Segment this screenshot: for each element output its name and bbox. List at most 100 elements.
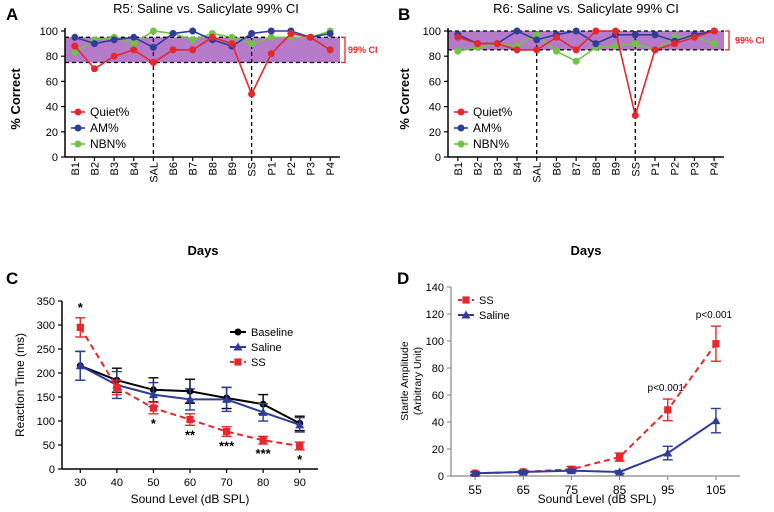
x-tick-label: B8 — [207, 162, 219, 175]
y-tick-label: 0 — [435, 152, 441, 164]
series-line-saline — [475, 419, 717, 475]
data-point-am — [189, 27, 197, 35]
x-tick-label: P4 — [325, 162, 337, 175]
data-point-saline — [615, 467, 625, 476]
x-tick-label: P1 — [650, 162, 662, 175]
y-tick-label: 150 — [37, 392, 55, 404]
data-point-quiet — [189, 46, 197, 54]
legend-label: Quiet% — [90, 105, 130, 119]
y-tick-label: 250 — [37, 344, 55, 356]
data-point-quiet — [248, 90, 256, 98]
data-point-saline — [295, 420, 305, 429]
y-tick-label: 140 — [426, 282, 444, 294]
legend-marker — [457, 140, 465, 148]
data-point-ss — [259, 436, 267, 444]
x-tick-label: 50 — [147, 477, 159, 489]
y-tick-label: 80 — [46, 51, 58, 63]
y-tick-label: 0 — [52, 152, 58, 164]
x-tick-label: B2 — [89, 162, 101, 175]
y-tick-label: 100 — [40, 26, 58, 38]
panel-letter: D — [397, 269, 409, 288]
data-point-am — [513, 27, 521, 35]
data-point-quiet — [631, 111, 639, 119]
data-point-quiet — [130, 46, 138, 54]
x-tick-label: B6 — [168, 162, 180, 175]
p-value-annotation: p<0.001 — [696, 310, 733, 321]
data-point-nbn — [130, 40, 138, 48]
x-tick-label: P3 — [689, 162, 701, 175]
data-point-nbn — [71, 48, 79, 56]
legend-marker — [234, 358, 242, 366]
data-point-quiet — [307, 33, 315, 41]
data-point-saline — [518, 467, 528, 476]
x-tick-label: B4 — [512, 162, 524, 175]
x-tick-label: 95 — [661, 483, 675, 497]
y-axis-label: % Correct — [8, 68, 23, 130]
data-point-quiet — [612, 27, 620, 35]
data-point-quiet — [533, 46, 541, 54]
data-point-quiet — [671, 40, 679, 48]
data-point-nbn — [248, 40, 256, 48]
data-point-quiet — [651, 46, 659, 54]
series-line-ss — [475, 343, 717, 475]
legend-label: NBN% — [473, 137, 509, 151]
data-point-ss — [222, 427, 231, 436]
y-axis-label: Reaction Time (ms) — [13, 333, 27, 437]
data-point-nbn — [710, 40, 718, 48]
data-point-ss — [76, 323, 84, 331]
x-tick-label: 75 — [565, 483, 579, 497]
data-point-am — [110, 36, 118, 44]
x-tick-label: 30 — [74, 477, 86, 489]
data-point-ss — [186, 415, 194, 424]
panel-b: B R6: Saline vs. Salicylate 99% CI 99% CI 0… — [397, 1, 765, 258]
x-tick-label: P3 — [306, 162, 318, 175]
data-point-quiet — [513, 46, 521, 54]
y-tick-label: 40 — [46, 102, 58, 114]
data-point-quiet — [493, 40, 501, 48]
data-point-quiet — [454, 33, 462, 41]
x-tick-label: SAL — [532, 162, 544, 183]
data-point-quiet — [690, 33, 698, 41]
legend-marker — [462, 296, 470, 304]
panel-letter: A — [6, 5, 18, 24]
data-point-am — [130, 33, 138, 41]
x-tick-label: 85 — [613, 483, 627, 497]
data-point-quiet — [149, 59, 157, 66]
data-point-quiet — [287, 30, 295, 38]
x-tick-label: B1 — [453, 162, 465, 175]
p-value-annotation: p<0.001 — [648, 383, 685, 394]
data-point-ss — [664, 406, 672, 414]
data-point-nbn — [189, 36, 197, 44]
chart-title: R5: Saline vs. Salicylate 99% CI — [113, 1, 299, 16]
x-tick-label: 80 — [257, 477, 269, 489]
y-tick-label: 200 — [37, 368, 55, 380]
data-point-am — [572, 27, 580, 35]
x-tick-label: B1 — [70, 162, 82, 175]
x-tick-label: B9 — [227, 162, 239, 175]
data-point-saline — [711, 416, 721, 425]
data-point-saline — [470, 468, 480, 477]
data-point-ss — [615, 453, 624, 461]
data-point-quiet — [710, 27, 718, 35]
legend-label: NBN% — [90, 137, 126, 151]
data-point-ss — [712, 340, 720, 348]
x-tick-label: SS — [630, 162, 642, 177]
y-tick-label: 40 — [432, 417, 444, 429]
data-point-ss — [296, 442, 304, 450]
data-point-am — [326, 30, 334, 38]
data-point-quiet — [90, 65, 98, 73]
significance-annotation: * — [151, 416, 157, 431]
x-axis-label: Sound Level (dB SPL) — [538, 492, 657, 506]
y-tick-label: 0 — [49, 464, 55, 476]
legend-label: Baseline — [251, 327, 293, 339]
data-point-am — [267, 27, 275, 35]
y-tick-label: 80 — [432, 363, 444, 375]
data-point-saline — [258, 407, 268, 416]
legend-label: Quiet% — [473, 105, 513, 119]
y-tick-label: 100 — [37, 416, 55, 428]
y-tick-label: 60 — [429, 76, 441, 88]
data-point-am — [90, 40, 98, 48]
y-tick-label: 350 — [37, 296, 55, 308]
y-axis-label: Startle Amplitude — [399, 341, 411, 421]
significance-annotation: *** — [219, 438, 235, 453]
